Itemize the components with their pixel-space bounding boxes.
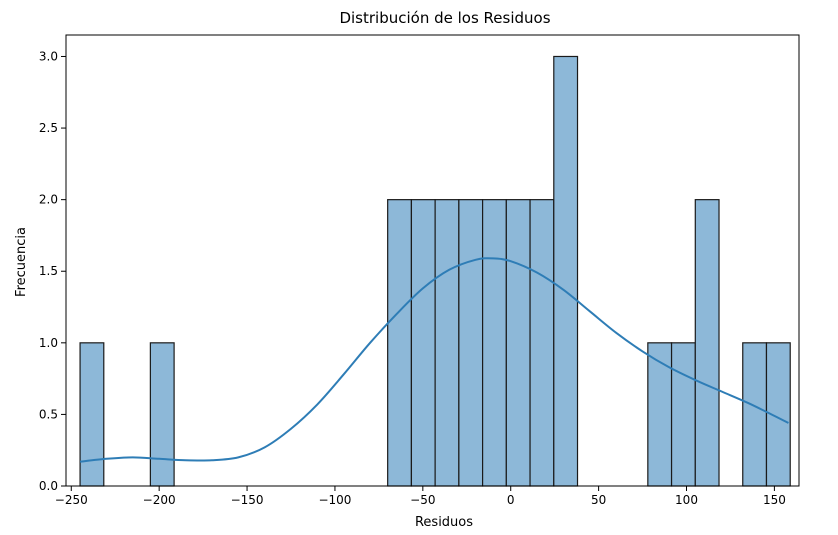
plot-frame	[65, 34, 800, 487]
histogram-bar	[647, 342, 673, 487]
y-tick-label: 1.0	[39, 336, 58, 350]
y-tick-label: 2.0	[39, 193, 58, 207]
histogram-bar	[458, 199, 484, 487]
histogram-bar	[481, 199, 507, 487]
x-tick-label: 100	[675, 493, 698, 507]
kde-layer	[79, 257, 789, 463]
y-tick-label: 0.0	[39, 479, 58, 493]
y-tick-label: 0.5	[39, 407, 58, 421]
chart-title: Distribución de los Residuos	[339, 9, 550, 27]
histogram-bar	[553, 55, 579, 487]
y-axis: 0.0 0.5 1.0 1.5 2.0 2.5 3.0	[39, 49, 66, 493]
histogram-bar	[742, 342, 768, 487]
x-tick-label: −150	[231, 493, 264, 507]
x-tick-label: 0	[507, 493, 515, 507]
y-tick-label: 3.0	[39, 49, 58, 63]
bars-layer	[79, 55, 791, 487]
histogram-bar	[434, 199, 460, 487]
histogram-bar	[387, 199, 413, 487]
x-axis: −250 −200 −150 −100 −50 0 50 100 150	[55, 486, 786, 507]
y-tick-label: 1.5	[39, 264, 58, 278]
x-tick-label: −50	[410, 493, 435, 507]
histogram-bar	[79, 342, 105, 487]
histogram-bar	[149, 342, 175, 487]
histogram-bar	[670, 342, 696, 487]
x-tick-label: −200	[143, 493, 176, 507]
histogram-bar	[410, 199, 436, 487]
histogram-bar	[529, 199, 555, 487]
y-axis-title: Frecuencia	[14, 227, 29, 297]
x-tick-label: 50	[591, 493, 606, 507]
x-tick-label: −250	[55, 493, 88, 507]
kde-line	[79, 257, 789, 463]
histogram-bar	[694, 199, 720, 487]
x-tick-label: 150	[763, 493, 786, 507]
x-tick-label: −100	[318, 493, 351, 507]
histogram-bar	[505, 199, 531, 487]
y-tick-label: 2.5	[39, 121, 58, 135]
x-axis-title: Residuos	[415, 515, 473, 530]
